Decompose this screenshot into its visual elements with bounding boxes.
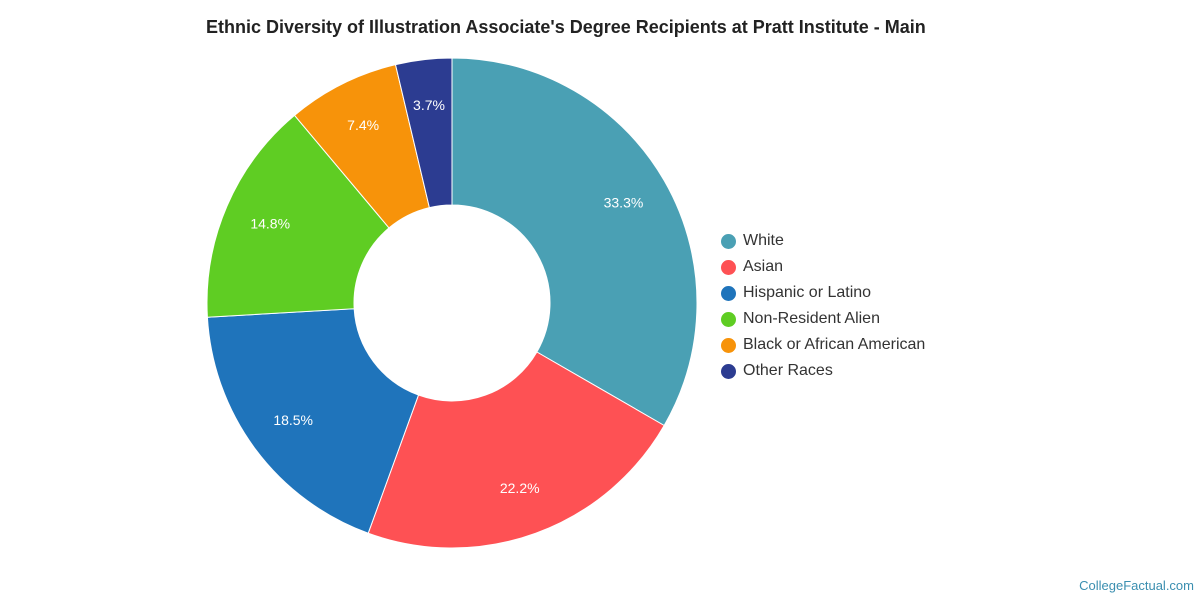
slice-white[interactable] [451, 57, 698, 427]
legend-swatch [721, 337, 736, 353]
legend-item-hispanic-or-latino[interactable]: Hispanic or Latino [721, 280, 925, 306]
legend-swatch [721, 259, 736, 275]
legend-item-black-or-african-american[interactable]: Black or African American [721, 332, 925, 358]
data-label-non-resident-alien: 14.8% [250, 215, 290, 231]
data-label-black-or-african-american: 7.4% [347, 117, 379, 133]
source-watermark[interactable]: CollegeFactual.com [1079, 578, 1194, 593]
legend-label: Other Races [743, 362, 833, 379]
legend-swatch [721, 285, 736, 301]
legend-label: Asian [743, 258, 784, 275]
legend-label: Black or African American [743, 336, 926, 353]
legend-item-non-resident-alien[interactable]: Non-Resident Alien [721, 306, 925, 332]
data-label-white: 33.3% [604, 195, 644, 211]
legend-swatch [721, 311, 736, 327]
chart-title: Ethnic Diversity of Illustration Associa… [206, 17, 926, 37]
slice-hispanic-or-latino[interactable] [206, 308, 420, 534]
data-label-asian: 22.2% [500, 480, 540, 496]
data-label-other-races: 3.7% [413, 97, 445, 113]
data-label-hispanic-or-latino: 18.5% [273, 412, 313, 428]
legend-item-white[interactable]: White [721, 228, 925, 254]
legend-item-other-races[interactable]: Other Races [721, 358, 925, 384]
legend-label: White [743, 232, 784, 249]
legend-swatch [721, 363, 736, 379]
chart-legend: White Asian Hispanic or Latino Non-Resident… [721, 228, 925, 384]
legend-label: Non-Resident Alien [743, 310, 880, 327]
slice-asian[interactable] [367, 351, 665, 549]
slice-other-races[interactable] [394, 57, 453, 209]
slice-non-resident-alien[interactable] [206, 114, 390, 318]
legend-swatch [721, 233, 736, 249]
legend-item-asian[interactable]: Asian [721, 254, 925, 280]
legend-label: Hispanic or Latino [743, 284, 872, 301]
